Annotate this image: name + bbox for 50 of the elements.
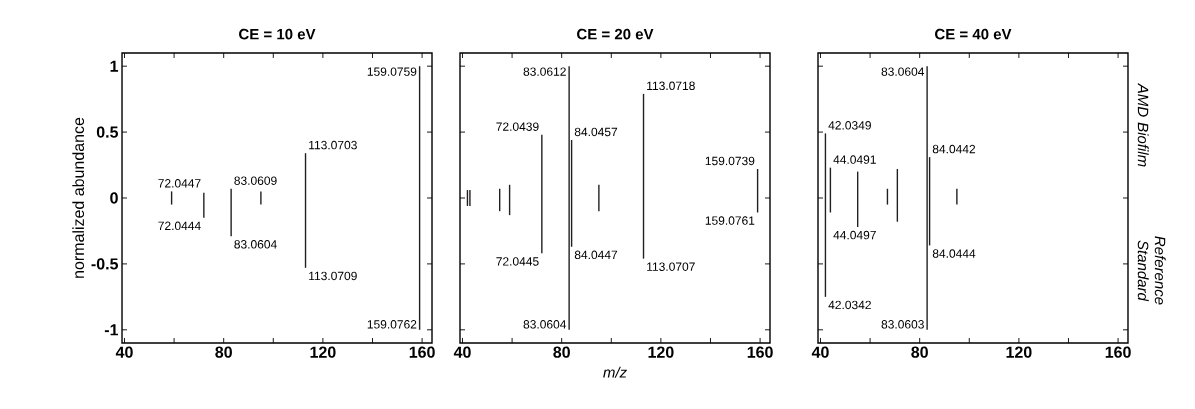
- annotation: 72.0445: [496, 257, 539, 266]
- annotation: 84.0444: [932, 249, 976, 258]
- annotation: 72.0439: [496, 122, 539, 131]
- text: AMD Biofilm: [1137, 83, 1149, 167]
- annotation: 44.0491: [833, 155, 876, 164]
- annotation: 83.0604: [881, 67, 925, 76]
- y-tick-label: -0.5: [91, 258, 119, 270]
- annotation: 83.0609: [234, 176, 277, 185]
- chart-title: CE = 10 eV: [239, 28, 316, 40]
- x-tick-label: 40: [811, 346, 829, 358]
- x-tick-label: 120: [1006, 346, 1032, 358]
- x-tick-label: 80: [553, 346, 570, 358]
- annotation: 113.0707: [647, 262, 695, 271]
- x-tick-label: 120: [310, 346, 336, 358]
- annotation: 72.0444: [158, 221, 201, 231]
- x-tick-label: 40: [115, 346, 133, 358]
- x-axis-title: m/z: [603, 366, 627, 378]
- annotation: 113.0709: [309, 271, 357, 281]
- y-axis-title: normalized abundance: [72, 117, 85, 278]
- y-tick-label: 0: [110, 192, 118, 204]
- x-tick-label: 160: [1105, 346, 1131, 358]
- x-tick-label: 120: [648, 346, 674, 358]
- annotation: 159.0739: [705, 156, 755, 166]
- annotation: 42.0349: [828, 121, 871, 130]
- x-tick-label: 160: [409, 346, 435, 358]
- annotation: 83.0604: [523, 320, 567, 329]
- annotation: 159.0761: [705, 216, 755, 225]
- annotation: 42.0342: [828, 300, 871, 310]
- x-tick-label: 80: [911, 346, 928, 358]
- chart-title: CE = 40 eV: [935, 28, 1012, 40]
- y-tick-label: -1: [104, 324, 119, 336]
- y-tick-label: 1: [110, 60, 119, 72]
- annotation: 83.0603: [881, 320, 924, 329]
- x-tick-label: 160: [747, 346, 773, 358]
- text: Reference Standard: [1137, 236, 1166, 305]
- x-tick-label: 40: [453, 346, 471, 358]
- x-tick-label: 80: [215, 346, 232, 358]
- annotation: 159.0759: [367, 67, 417, 76]
- y-tick-label: 0.5: [96, 126, 119, 138]
- annotation: 159.0762: [367, 320, 417, 329]
- annotation: 72.0447: [158, 179, 201, 188]
- chart-title: CE = 20 eV: [577, 28, 654, 40]
- annotation: 83.0612: [523, 67, 566, 76]
- annotation: 84.0457: [574, 127, 618, 137]
- annotation: 83.0604: [234, 240, 277, 249]
- annotation: 113.0703: [309, 140, 357, 150]
- annotation: 84.0442: [932, 144, 976, 154]
- annotation: 44.0497: [833, 230, 876, 240]
- annotation: 113.0718: [647, 81, 695, 91]
- annotation: 84.0447: [574, 250, 618, 260]
